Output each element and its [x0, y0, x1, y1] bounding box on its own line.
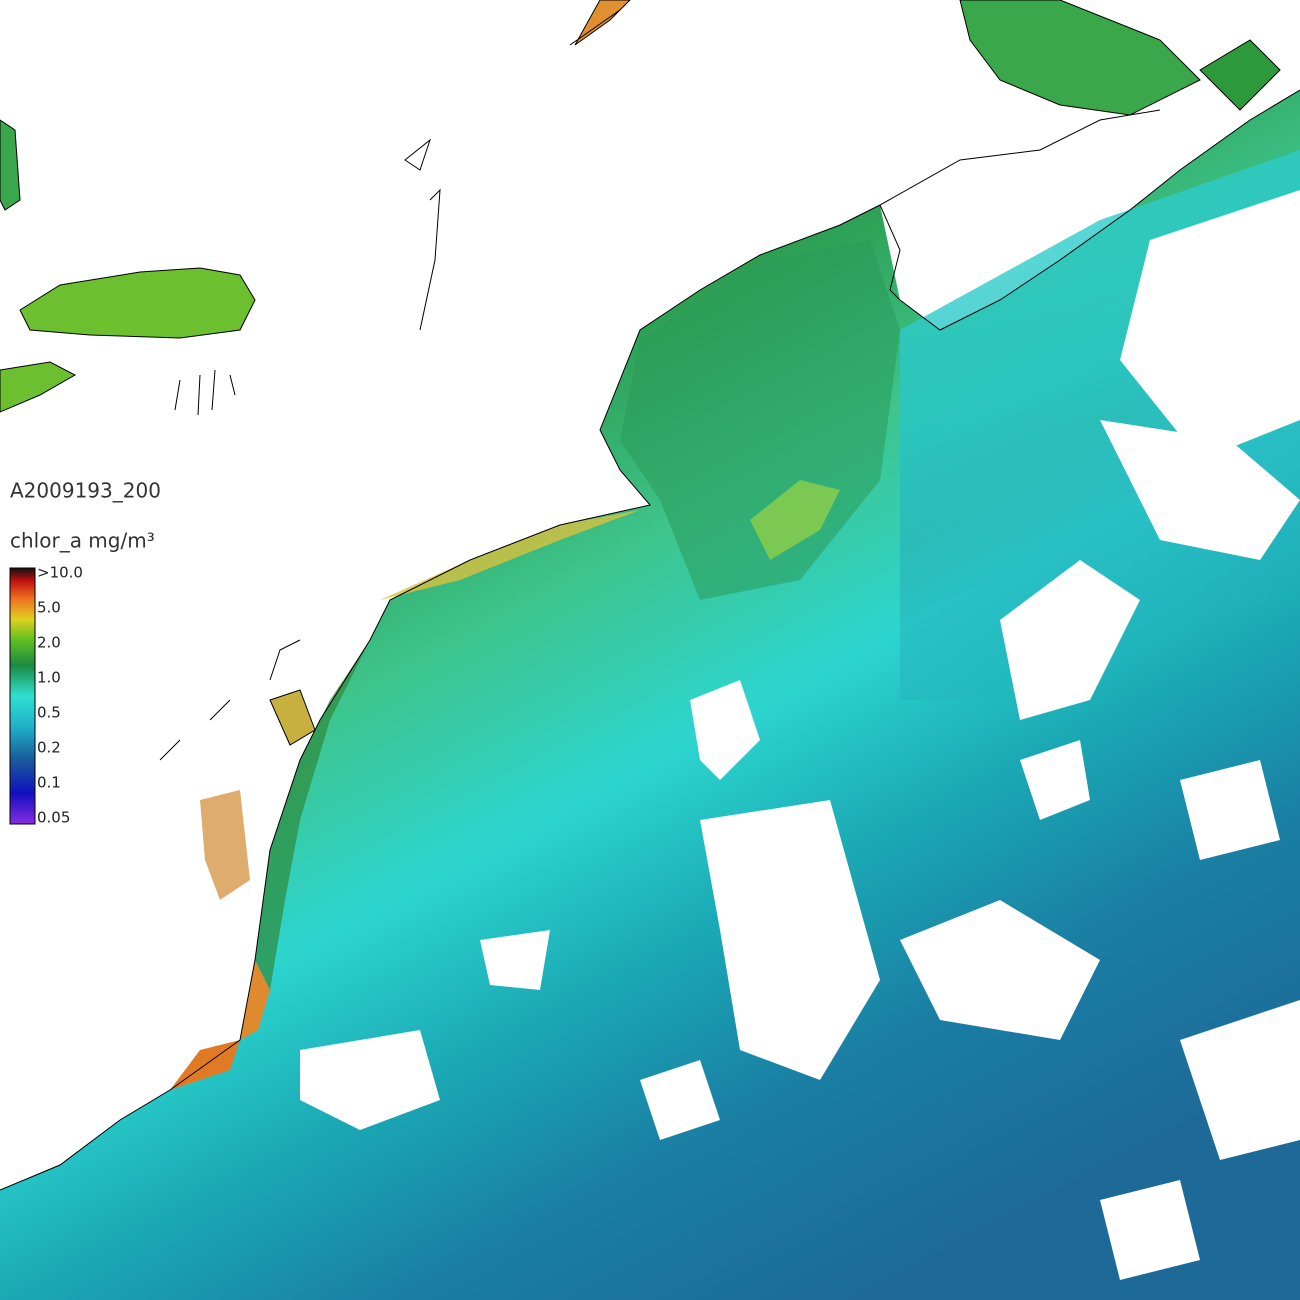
image-title: A2009193_200	[10, 479, 161, 503]
coastlines	[0, 9, 1300, 1191]
colorbar-tick-label: 5.0	[37, 599, 61, 617]
colorbar	[9, 567, 36, 825]
clouds	[300, 190, 1300, 1280]
colorbar-tick-label: 0.2	[37, 739, 61, 757]
colorbar-tick-label: 1.0	[37, 669, 61, 687]
colorbar-tick-label: 0.05	[37, 809, 70, 827]
colorbar-label: chlor_a mg/m³	[10, 529, 155, 553]
colorbar-tick-label: 2.0	[37, 634, 61, 652]
colorbar-tick-label: >10.0	[37, 564, 83, 582]
colorbar-tick-label: 0.1	[37, 774, 61, 792]
colorbar-ticks: >10.0 5.0 2.0 1.0 0.5 0.2 0.1 0.05	[37, 564, 83, 827]
land	[0, 0, 1281, 900]
colorbar-tick-label: 0.5	[37, 704, 61, 722]
